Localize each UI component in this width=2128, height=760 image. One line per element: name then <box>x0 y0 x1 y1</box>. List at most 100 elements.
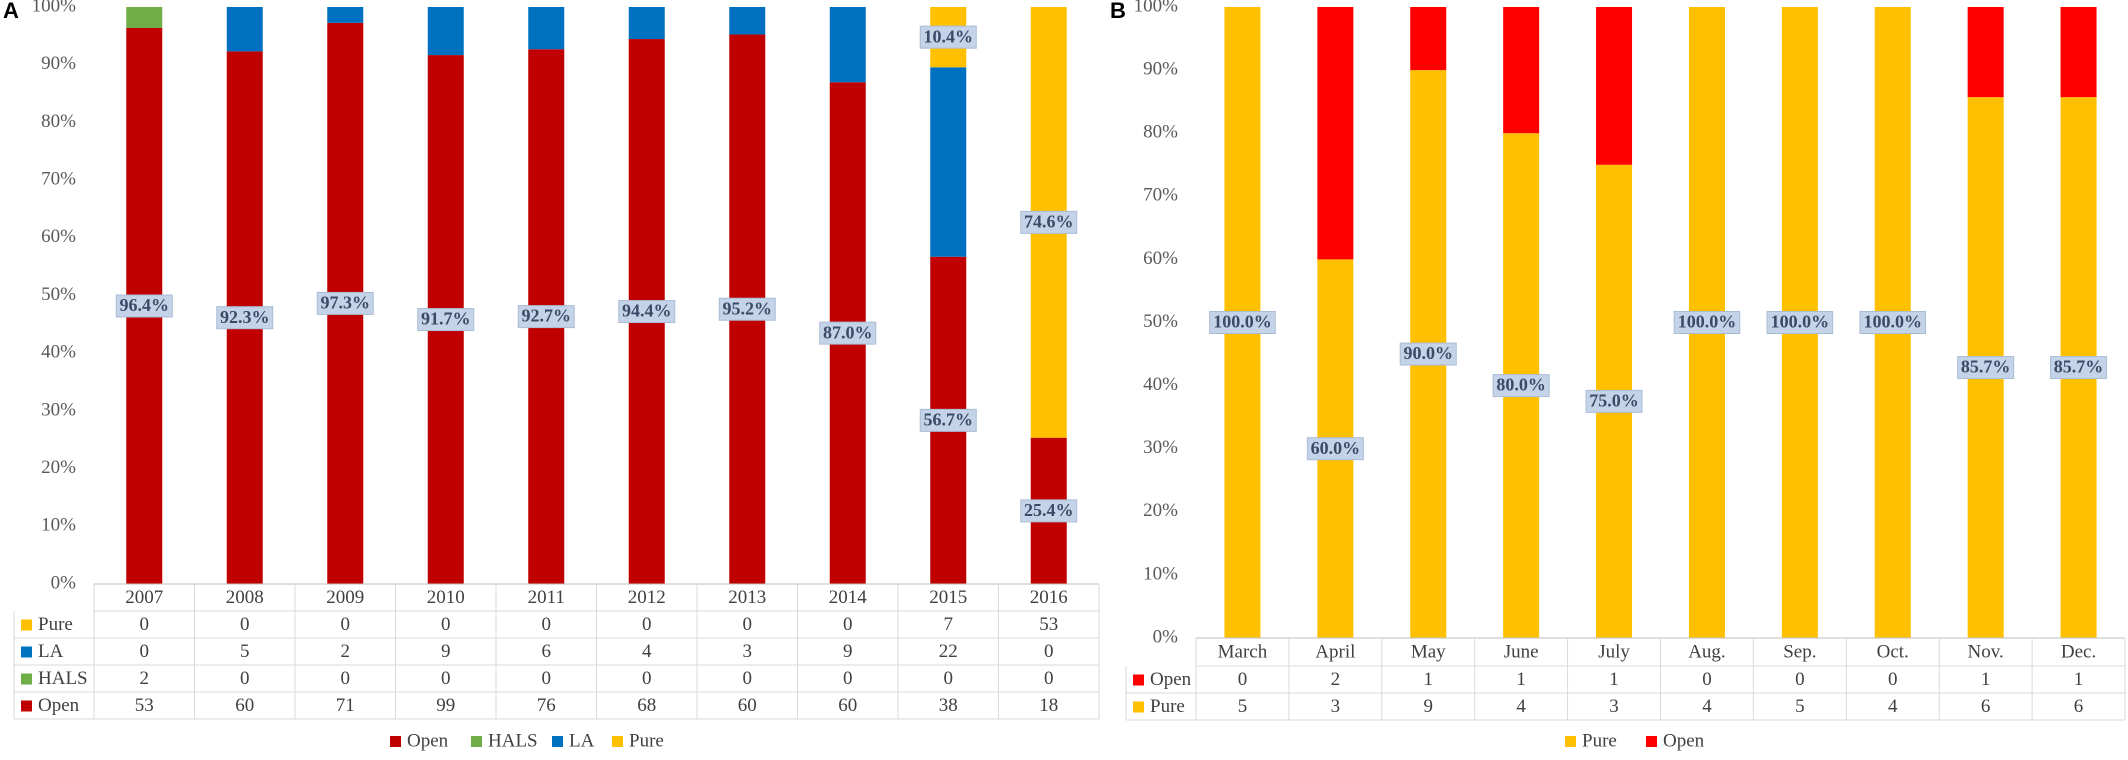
data-label: 80.0% <box>1496 375 1546 395</box>
table-cell: 9 <box>441 641 451 662</box>
x-tick-label: 2011 <box>528 587 565 608</box>
legend-entry: LA <box>569 730 595 751</box>
y-tick-label: 0% <box>51 572 77 593</box>
table-cell: 0 <box>441 668 451 689</box>
table-cell: 0 <box>944 668 954 689</box>
table-row-swatch <box>21 619 32 631</box>
data-label: 91.7% <box>421 309 471 329</box>
bar-open-dec <box>2060 7 2097 98</box>
table-cell: 18 <box>1039 695 1058 716</box>
data-label-box <box>115 294 173 318</box>
table-cell: 3 <box>1331 696 1341 717</box>
data-label: 100.0% <box>1864 312 1923 332</box>
data-label: 94.4% <box>622 301 672 321</box>
bar-open-nov <box>1967 7 2004 98</box>
y-tick-label: 100% <box>1134 0 1179 16</box>
data-label-box <box>517 305 575 329</box>
data-label-box <box>1209 311 1276 334</box>
x-tick-label: 2009 <box>326 587 364 608</box>
table-cell: 4 <box>642 641 652 662</box>
data-label-box <box>417 308 475 332</box>
table-cell: 76 <box>537 695 556 716</box>
table-cell: 99 <box>436 695 455 716</box>
legend-swatch <box>612 736 623 747</box>
x-tick-label: 2010 <box>427 587 465 608</box>
table-cell: 0 <box>1044 641 1054 662</box>
table-cell: 0 <box>843 614 853 635</box>
data-label: 87.0% <box>823 322 873 342</box>
x-tick-label: July <box>1598 641 1630 662</box>
x-tick-label: 2007 <box>125 587 163 608</box>
data-label: 90.0% <box>1404 343 1454 363</box>
table-cell: 0 <box>743 614 753 635</box>
data-label-box <box>1020 210 1078 234</box>
y-tick-label: 30% <box>1143 437 1178 458</box>
table-cell: 0 <box>843 668 853 689</box>
legend-swatch <box>390 736 401 747</box>
legend-entry: Pure <box>629 730 664 751</box>
table-cell: 0 <box>341 614 351 635</box>
table-cell: 1 <box>2074 669 2084 690</box>
x-tick-label: 2013 <box>728 587 766 608</box>
y-tick-label: 30% <box>41 399 76 420</box>
legend-swatch <box>552 736 563 747</box>
data-label: 95.2% <box>723 298 773 318</box>
y-tick-label: 100% <box>32 0 77 16</box>
data-label-box <box>1399 342 1457 366</box>
y-tick-label: 50% <box>41 284 76 305</box>
table-row-swatch <box>21 673 32 685</box>
bar-open-april <box>1317 7 1354 260</box>
x-tick-label: 2012 <box>628 587 666 608</box>
legend-swatch <box>471 736 482 747</box>
y-tick-label: 10% <box>41 515 76 536</box>
table-cell: 22 <box>939 641 958 662</box>
x-tick-label: Aug. <box>1688 641 1725 662</box>
table-cell: 0 <box>642 668 652 689</box>
table-cell: 3 <box>743 641 753 662</box>
y-tick-label: 90% <box>1143 58 1178 79</box>
x-tick-label: June <box>1504 641 1539 662</box>
y-tick-label: 60% <box>41 226 76 247</box>
table-cell: 1 <box>1516 669 1526 690</box>
table-row-swatch <box>1133 674 1144 686</box>
x-tick-label: Dec. <box>2061 641 2096 662</box>
table-cell: 0 <box>441 614 451 635</box>
x-tick-label: March <box>1218 641 1268 662</box>
table-cell: 0 <box>1044 668 1054 689</box>
table-cell: 38 <box>939 695 958 716</box>
y-tick-label: 20% <box>1143 500 1178 521</box>
data-label: 96.4% <box>120 295 170 315</box>
data-label-box <box>1859 311 1927 334</box>
bar-la-2013 <box>729 7 766 35</box>
table-row-header: HALS <box>38 668 88 689</box>
table-cell: 0 <box>240 614 250 635</box>
table-cell: 0 <box>341 668 351 689</box>
data-label: 85.7% <box>2054 357 2104 377</box>
x-tick-label: Oct. <box>1877 641 1909 662</box>
bar-la-2010 <box>427 7 464 56</box>
table-row-header: Open <box>38 695 80 716</box>
panel-letter: B <box>1110 0 1126 23</box>
bar-la-2014 <box>829 7 866 83</box>
table-cell: 0 <box>1795 669 1805 690</box>
data-label-box <box>1585 389 1643 413</box>
data-label: 56.7% <box>924 409 974 429</box>
bar-hals-2007 <box>126 7 163 28</box>
data-label: 100.0% <box>1771 312 1830 332</box>
table-cell: 4 <box>1516 696 1526 717</box>
bar-la-2008 <box>226 7 263 52</box>
x-tick-label: 2008 <box>226 587 264 608</box>
legend-swatch <box>1646 736 1657 747</box>
x-tick-label: 2016 <box>1030 587 1068 608</box>
table-cell: 0 <box>140 641 150 662</box>
chart-panel-b: B 0% 10% 20% 30% 40% 50% 60% 70% 80% 90% 100% 100.0%… <box>1110 0 2126 751</box>
table-cell: 53 <box>135 695 154 716</box>
table-cell: 7 <box>944 614 954 635</box>
legend-entry: Open <box>407 730 449 751</box>
data-label-box <box>2050 356 2108 380</box>
y-tick-label: 70% <box>41 168 76 189</box>
y-tick-label: 80% <box>1143 122 1178 143</box>
table-cell: 3 <box>1609 696 1619 717</box>
table-cell: 1 <box>1609 669 1619 690</box>
